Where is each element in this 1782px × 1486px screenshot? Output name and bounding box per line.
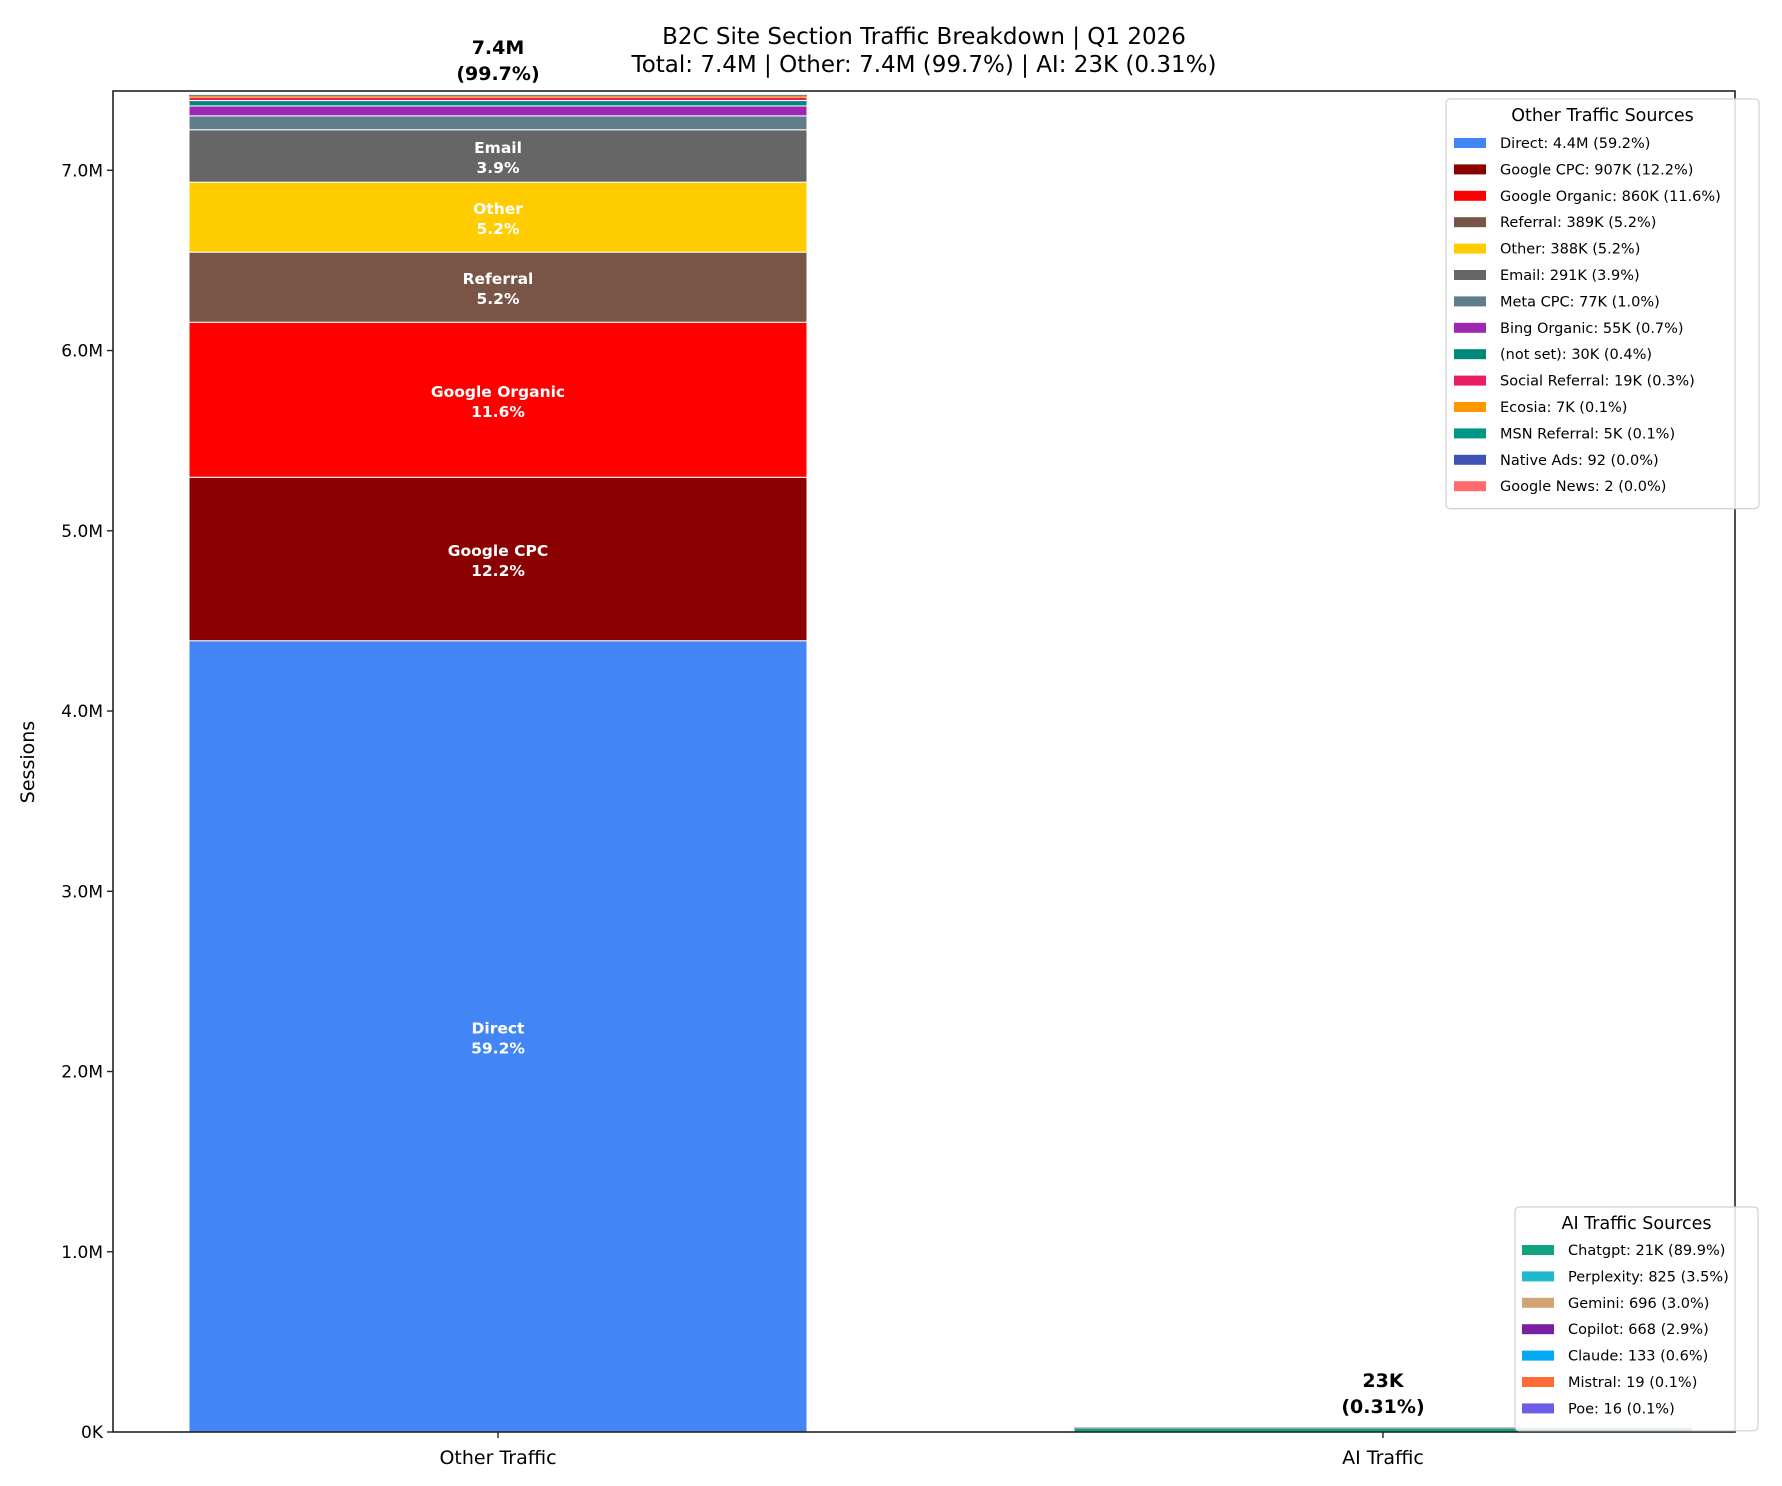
y-tick-label: 6.0M [61, 342, 103, 362]
chart-title: B2C Site Section Traffic Breakdown | Q1 … [662, 24, 1186, 50]
bar-total-share: (99.7%) [456, 63, 539, 85]
y-axis-label: Sessions [17, 721, 39, 803]
y-tick-label: 3.0M [61, 882, 103, 902]
segment-pct-google-organic: 11.6% [471, 403, 525, 421]
bar-segment-direct [188, 640, 808, 1433]
legend-title: AI Traffic Sources [1561, 1214, 1711, 1234]
y-tick-label: 2.0M [61, 1063, 103, 1083]
bar-segment-social-referral [188, 96, 808, 102]
legend-ai-traffic-sources: AI Traffic Sources Chatgpt: 21K (89.9%) Pe… [1514, 1206, 1759, 1432]
bar-segment-google-organic [188, 321, 808, 478]
segment-label-email: Email [474, 139, 522, 157]
legend-title: Other Traffic Sources [1511, 106, 1694, 126]
bar-segment-google-cpc [188, 476, 808, 642]
legend-entry-not-set: (not set): 30K (0.4%) [1500, 347, 1652, 363]
legend-swatch-google-news [1454, 481, 1486, 492]
legend-entry-direct: Direct: 4.4M (59.2%) [1500, 136, 1650, 152]
segment-pct-other: 5.2% [477, 220, 520, 238]
segment-pct-direct: 59.2% [471, 1039, 525, 1057]
segment-pct-email: 3.9% [477, 159, 520, 177]
legend-entry-other: Other: 388K (5.2%) [1500, 242, 1640, 258]
legend-swatch-not-set [1454, 349, 1486, 360]
legend-swatch-referral [1454, 217, 1486, 228]
legend-swatch-direct [1454, 138, 1486, 148]
y-tick-label: 1.0M [61, 1243, 103, 1263]
legend-swatch-social-referral [1454, 375, 1486, 386]
bar-segment-referral [188, 251, 808, 323]
legend-entry-perplexity: Perplexity: 825 (3.5%) [1568, 1269, 1729, 1285]
legend-box [1514, 1206, 1759, 1432]
y-tick-label: 0K [81, 1423, 104, 1443]
segment-label-google-organic: Google Organic [431, 383, 565, 401]
segment-pct-google-cpc: 12.2% [471, 562, 525, 580]
x-tick-label: Other Traffic [439, 1447, 556, 1469]
legend-swatch-native-ads [1454, 454, 1486, 465]
legend-box [1445, 98, 1760, 510]
plot-frame [112, 90, 1736, 1433]
segment-label-direct: Direct [472, 1019, 526, 1037]
legend-swatch-msn-referral [1454, 428, 1486, 439]
y-tick-label: 7.0M [61, 161, 103, 181]
chart-subtitle: Total: 7.4M | Other: 7.4M (99.7%) | AI: … [631, 52, 1217, 78]
legend-swatch-email [1454, 270, 1486, 280]
legend-entry-poe: Poe: 16 (0.1%) [1568, 1401, 1675, 1417]
bar-total-value: 7.4M [472, 37, 525, 59]
segment-pct-referral: 5.2% [477, 290, 520, 308]
bar-segment-msn-referral [189, 94, 807, 96]
legend-swatch-copilot [1522, 1324, 1554, 1335]
legend-swatch-perplexity [1522, 1271, 1554, 1282]
segment-label-referral: Referral [463, 270, 534, 288]
legend-entry-mistral: Mistral: 19 (0.1%) [1568, 1375, 1697, 1391]
bar-segment-not-set [188, 100, 808, 107]
x-tick-label: AI Traffic [1342, 1447, 1424, 1469]
legend-swatch-gemini [1522, 1297, 1554, 1308]
bar-segment-other [188, 181, 808, 253]
y-axis: 0K 1.0M 2.0M 3.0M 4.0M 5.0M 6.0M 7.0M [61, 161, 113, 1443]
bar-segment-email [188, 129, 808, 183]
legend-entry-chatgpt: Chatgpt: 21K (89.9%) [1568, 1243, 1725, 1259]
x-axis: Other Traffic AI Traffic [439, 1432, 1424, 1469]
legend-entry-copilot: Copilot: 668 (2.9%) [1568, 1322, 1709, 1338]
legend-swatch-bing-organic [1454, 322, 1486, 333]
legend-swatch-other [1454, 243, 1486, 254]
bar-total-share: (0.31%) [1341, 1396, 1424, 1418]
legend-swatch-poe [1522, 1403, 1554, 1414]
legend-entry-native-ads: Native Ads: 92 (0.0%) [1500, 453, 1659, 469]
legend-entry-email: Email: 291K (3.9%) [1500, 268, 1640, 284]
bar-segment-bing-organic [188, 105, 808, 117]
segment-label-google-cpc: Google CPC [448, 542, 548, 560]
legend-entry-google-news: Google News: 2 (0.0%) [1500, 479, 1666, 495]
legend-swatch-google-cpc [1454, 164, 1486, 175]
legend-entry-ecosia: Ecosia: 7K (0.1%) [1500, 400, 1627, 416]
y-tick-label: 5.0M [61, 522, 103, 542]
legend-entry-claude: Claude: 133 (0.6%) [1568, 1349, 1708, 1365]
legend-swatch-google-organic [1454, 190, 1486, 201]
legend-entry-google-cpc: Google CPC: 907K (12.2%) [1500, 162, 1693, 178]
legend-entry-msn-referral: MSN Referral: 5K (0.1%) [1500, 426, 1675, 442]
legend-other-traffic-sources: Other Traffic Sources Direct: 4.4M (59.2%… [1445, 98, 1760, 510]
legend-entry-meta-cpc: Meta CPC: 77K (1.0%) [1500, 294, 1660, 310]
legend-entry-social-referral: Social Referral: 19K (0.3%) [1500, 374, 1695, 390]
legend-swatch-ecosia [1454, 402, 1486, 412]
bar-segment-meta-cpc [188, 115, 808, 131]
legend-entry-referral: Referral: 389K (5.2%) [1500, 215, 1656, 231]
bar-total-value: 23K [1362, 1370, 1404, 1392]
legend-entry-google-organic: Google Organic: 860K (11.6%) [1500, 189, 1721, 205]
legend-swatch-mistral [1522, 1377, 1554, 1387]
bar-segment-ecosia [189, 95, 807, 98]
legend-swatch-meta-cpc [1454, 296, 1486, 307]
segment-label-other: Other [473, 200, 523, 218]
legend-swatch-claude [1522, 1350, 1554, 1361]
y-tick-label: 4.0M [61, 702, 103, 722]
legend-entry-gemini: Gemini: 696 (3.0%) [1568, 1296, 1709, 1312]
legend-entry-bing-organic: Bing Organic: 55K (0.7%) [1500, 321, 1684, 337]
legends: Other Traffic Sources Direct: 4.4M (59.2%… [1445, 98, 1760, 1432]
legend-swatch-chatgpt [1522, 1245, 1554, 1255]
bars: Direct 59.2% Google CPC 12.2% Google Organic… [188, 37, 1693, 1433]
